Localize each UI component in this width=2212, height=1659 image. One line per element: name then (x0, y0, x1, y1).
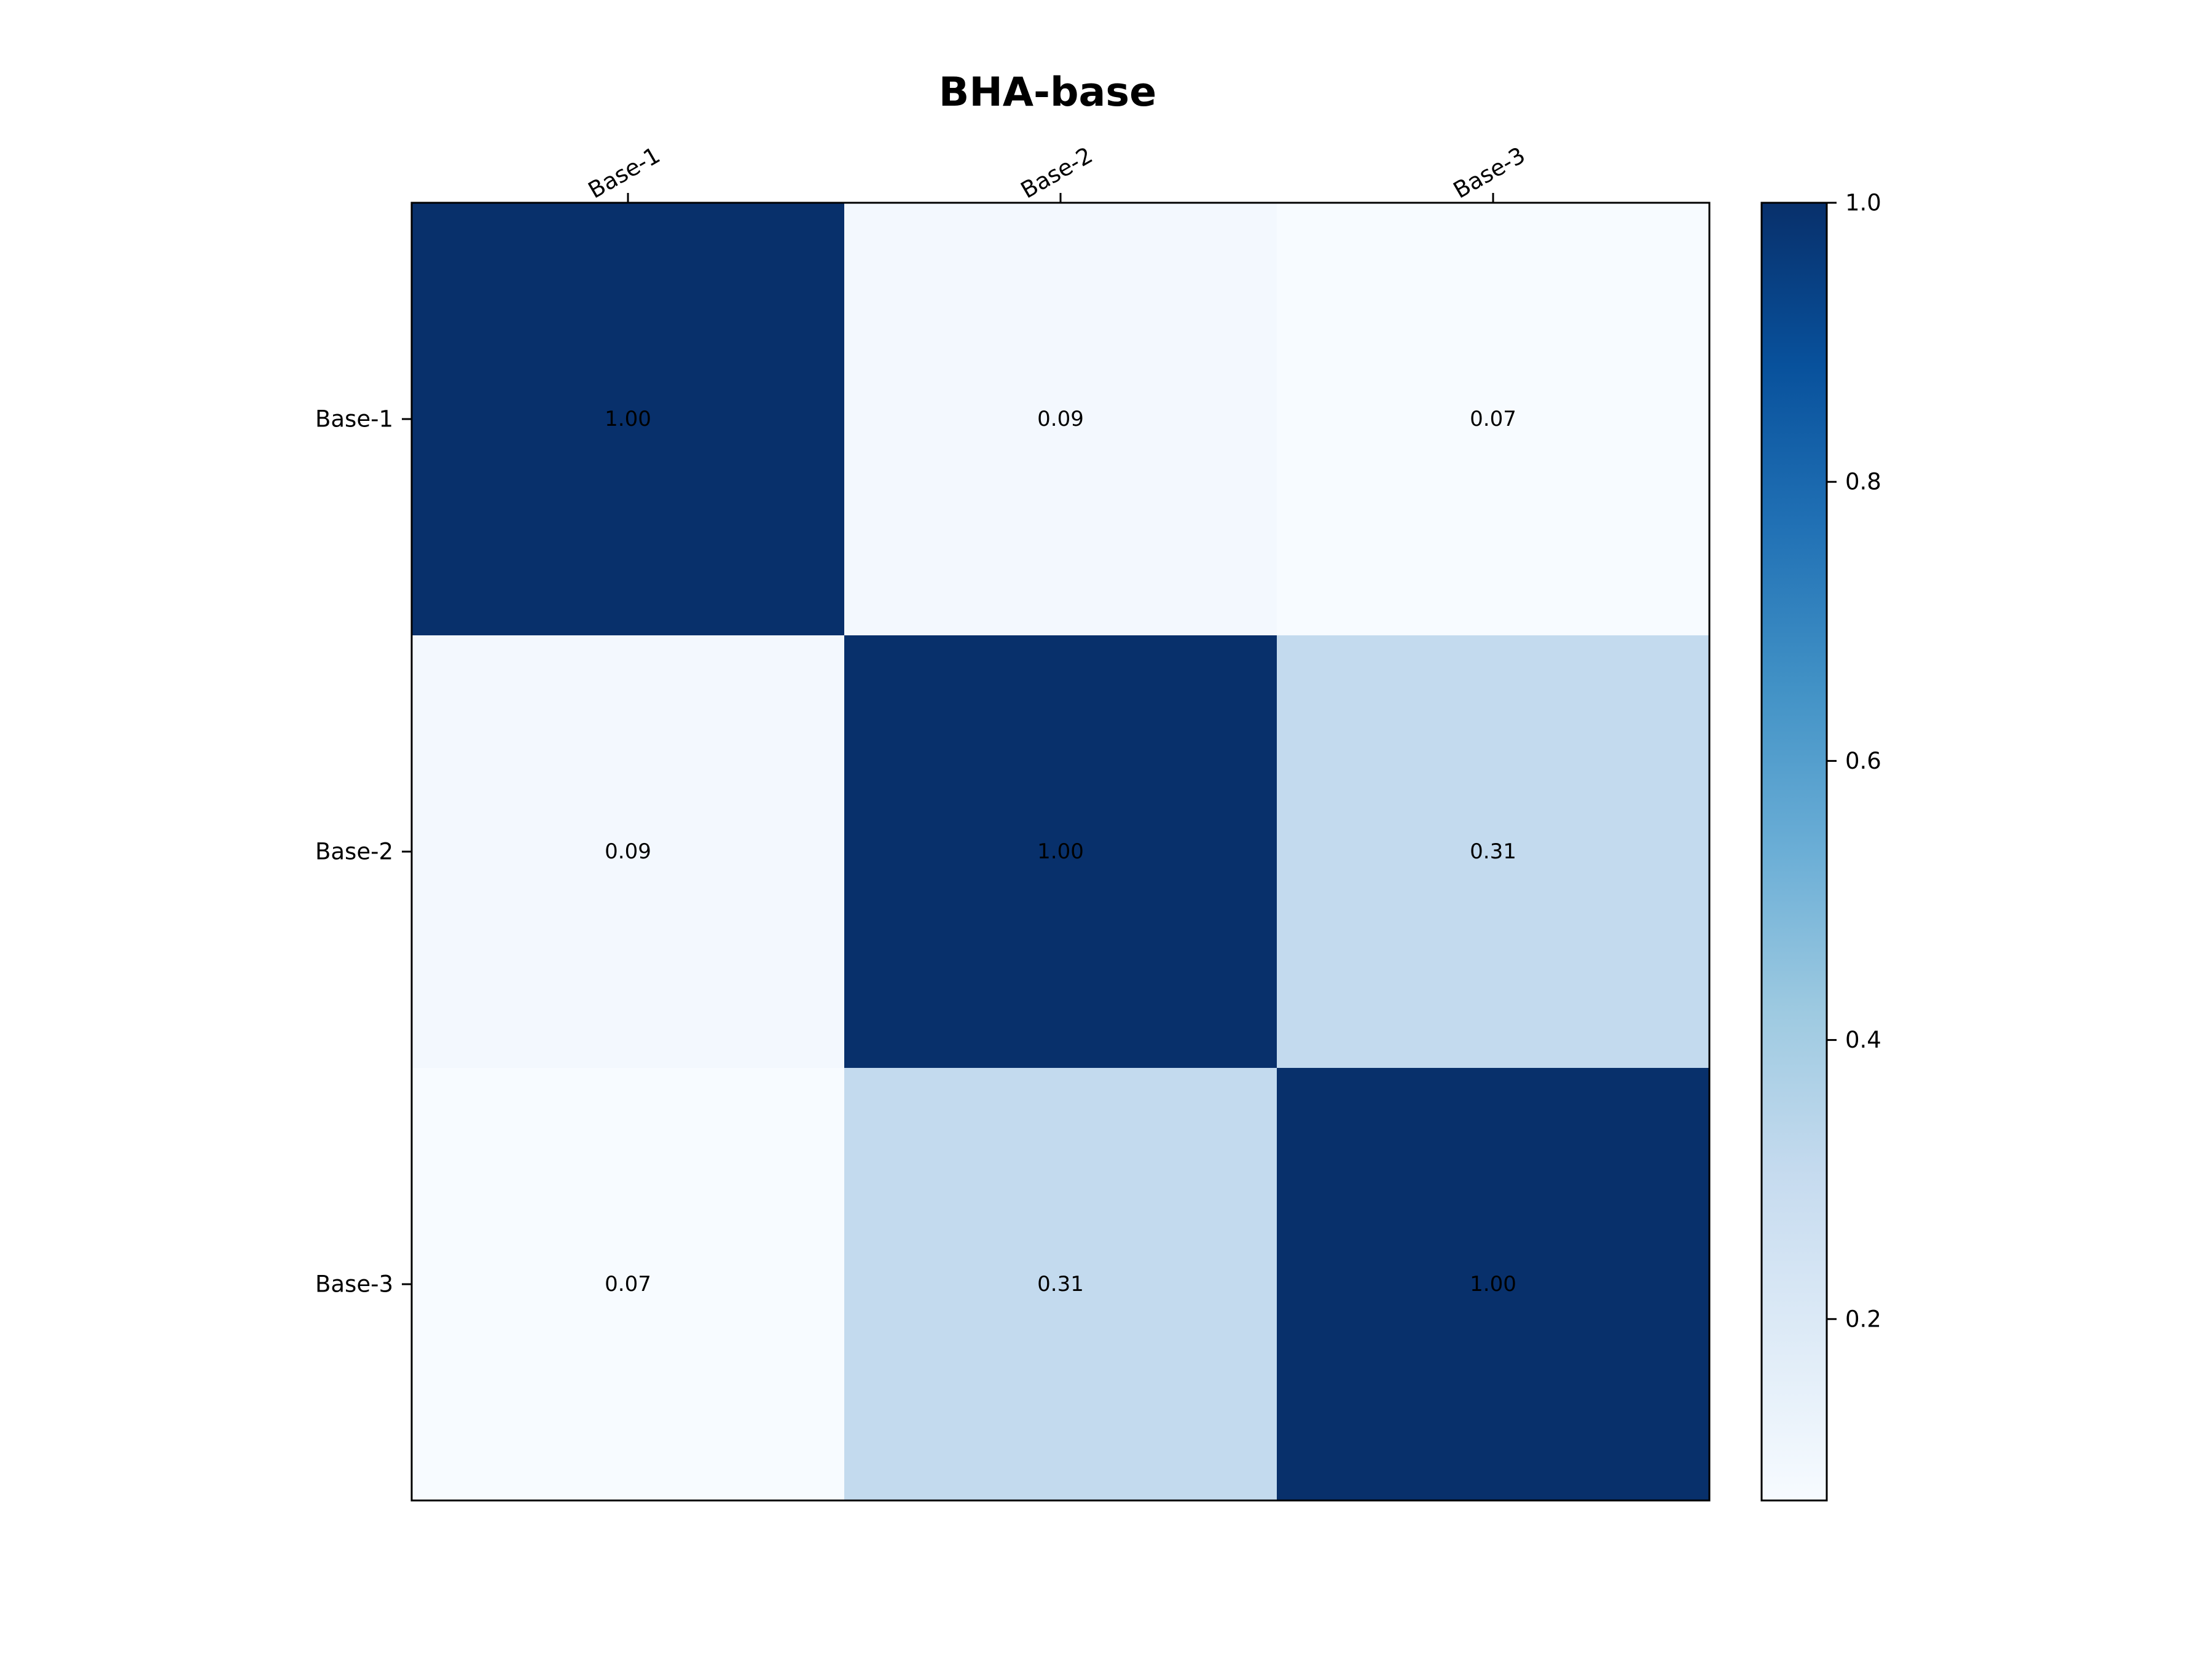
y-axis-left: Base-1 Base-2 Base-3 (315, 406, 412, 1298)
heatmap-cell-Base-2-Base-3 (1277, 635, 1710, 1069)
colorbar-frame (1760, 202, 1828, 1502)
cell-value-label: 0.31 (1470, 839, 1516, 864)
heatmap-cell-Base-2-Base-2 (844, 635, 1277, 1069)
colorbar-tick-label: 0.4 (1845, 1027, 1881, 1053)
colorbar-axis: 0.2 0.4 0.6 0.8 1.0 (1827, 190, 1881, 1332)
colorbar-tick-label: 0.2 (1845, 1306, 1881, 1332)
heatmap-cell-Base-3-Base-2 (844, 1068, 1277, 1501)
heatmap-cell-Base-1-Base-2 (844, 203, 1277, 636)
cell-value-labels: 1.00 0.09 0.07 0.09 1.00 0.31 0.07 0.31 1.00 (605, 407, 1516, 1296)
heatmap-cell-Base-3-Base-3 (1277, 1068, 1710, 1501)
chart-title: BHA-base (939, 69, 1156, 116)
cell-value-label: 0.09 (605, 839, 651, 864)
colorbar-tick-label: 1.0 (1845, 190, 1881, 216)
cell-value-label: 0.07 (1470, 407, 1516, 431)
y-tick-label: Base-2 (315, 839, 393, 865)
cell-value-label: 1.00 (605, 407, 651, 431)
colorbar (1762, 203, 1827, 1500)
colorbar-tick-label: 0.8 (1845, 469, 1881, 495)
heatmap-cell-Base-3-Base-1 (412, 1068, 845, 1501)
heatmap-cell-Base-1-Base-3 (1277, 203, 1710, 636)
heatmap-cells (412, 203, 1710, 1501)
cell-value-label: 0.07 (605, 1272, 651, 1296)
cell-value-label: 0.09 (1037, 407, 1084, 431)
heatmap-cell-Base-1-Base-1 (412, 203, 845, 636)
cell-value-label: 1.00 (1037, 839, 1084, 864)
heatmap-cell-Base-2-Base-1 (412, 635, 845, 1069)
colorbar-tick-label: 0.6 (1845, 748, 1881, 774)
y-tick-label: Base-3 (315, 1271, 393, 1298)
y-tick-label: Base-1 (315, 406, 393, 433)
cell-value-label: 1.00 (1470, 1272, 1516, 1296)
cell-value-label: 0.31 (1037, 1272, 1084, 1296)
